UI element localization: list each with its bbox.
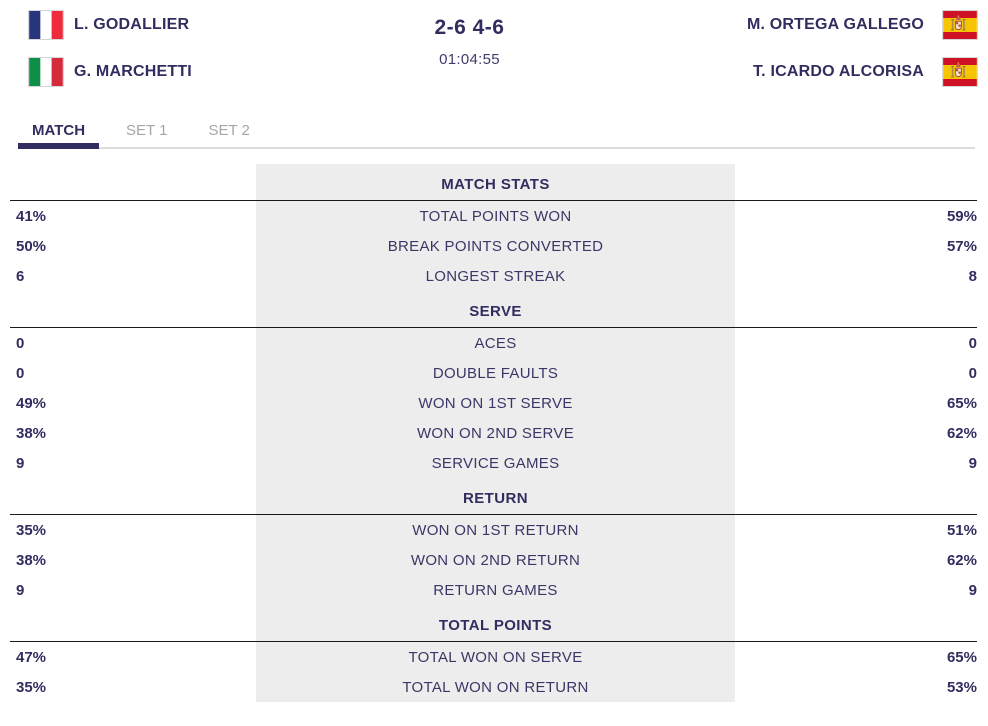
section-title: SERVE: [256, 291, 735, 327]
stat-value-left: 0: [16, 364, 25, 382]
stat-value-right: 65%: [946, 394, 977, 412]
section-title: MATCH STATS: [256, 164, 735, 200]
section-header-spacer: [735, 478, 977, 514]
player-name: M. ORTEGA GALLEGO: [746, 16, 924, 33]
stats-tabs: MATCH SET 1 SET 2: [18, 114, 975, 149]
tab-set-1[interactable]: SET 1: [126, 122, 168, 139]
section-title: TOTAL POINTS: [256, 605, 735, 641]
stat-value-right: 9: [968, 581, 977, 599]
player-name: L. GODALLIER: [74, 16, 190, 33]
stat-value-right: 62%: [946, 551, 977, 569]
section-title: RETURN: [256, 478, 735, 514]
stat-label: WON ON 1ST SERVE: [256, 388, 735, 418]
stat-value-right: 0: [968, 334, 977, 352]
stat-row: 47% TOTAL WON ON SERVE 65%: [10, 642, 977, 672]
player-row: L. GODALLIER: [28, 10, 192, 40]
stat-value-left: 41%: [16, 207, 47, 225]
section-header: TOTAL POINTS: [10, 605, 977, 642]
stat-label: ACES: [256, 328, 735, 358]
stat-label: TOTAL WON ON RETURN: [256, 672, 735, 702]
stat-row: 49% WON ON 1ST SERVE 65%: [10, 388, 977, 418]
stat-label: WON ON 2ND SERVE: [256, 418, 735, 448]
stat-label: WON ON 1ST RETURN: [256, 515, 735, 545]
section-header-spacer: [735, 164, 977, 200]
stat-row: 0 DOUBLE FAULTS 0: [10, 358, 977, 388]
team-right: M. ORTEGA GALLEGO T. ICARDO ALCORISA: [747, 10, 978, 87]
stat-row: 35% TOTAL WON ON RETURN 53%: [10, 672, 977, 702]
stat-label: DOUBLE FAULTS: [256, 358, 735, 388]
tab-match[interactable]: MATCH: [18, 114, 100, 149]
flag-spain-icon: [942, 10, 978, 40]
tab-set-2[interactable]: SET 2: [208, 122, 250, 139]
stat-label: SERVICE GAMES: [256, 448, 735, 478]
stat-value-left: 38%: [16, 551, 47, 569]
stat-label: LONGEST STREAK: [256, 261, 735, 291]
section-header-spacer: [735, 605, 977, 641]
stat-label: WON ON 2ND RETURN: [256, 545, 735, 575]
stat-value-right: 57%: [946, 237, 977, 255]
stat-value-left: 38%: [16, 424, 47, 442]
stat-row: 38% WON ON 2ND SERVE 62%: [10, 418, 977, 448]
stat-value-right: 51%: [946, 521, 977, 539]
stat-row: 35% WON ON 1ST RETURN 51%: [10, 515, 977, 545]
stat-value-right: 8: [968, 267, 977, 285]
section-header: MATCH STATS: [10, 164, 977, 201]
player-row: G. MARCHETTI: [28, 57, 192, 87]
stat-value-right: 9: [968, 454, 977, 472]
section-header-spacer: [10, 478, 256, 514]
player-row: T. ICARDO ALCORISA: [747, 57, 978, 87]
flag-spain-icon: [942, 57, 978, 87]
stat-label: TOTAL WON ON SERVE: [256, 642, 735, 672]
stats-table: MATCH STATS 41% TOTAL POINTS WON 59% 50% BREA…: [10, 164, 977, 702]
stat-value-left: 6: [16, 267, 25, 285]
section-header-spacer: [10, 605, 256, 641]
stat-row: 50% BREAK POINTS CONVERTED 57%: [10, 231, 977, 261]
section-header-spacer: [10, 164, 256, 200]
scoreboard-header: L. GODALLIER G. MARCHETTI 2-6 4-6 01:04:5…: [0, 0, 988, 110]
stat-value-left: 49%: [16, 394, 47, 412]
section-header: RETURN: [10, 478, 977, 515]
section-header-spacer: [735, 291, 977, 327]
score-block: 2-6 4-6 01:04:55: [434, 10, 504, 68]
stat-label: RETURN GAMES: [256, 575, 735, 605]
player-name: G. MARCHETTI: [74, 63, 192, 80]
stat-row: 9 SERVICE GAMES 9: [10, 448, 977, 478]
stat-value-right: 0: [968, 364, 977, 382]
stat-value-left: 50%: [16, 237, 47, 255]
player-row: M. ORTEGA GALLEGO: [747, 10, 978, 40]
match-duration: 01:04:55: [439, 51, 500, 68]
stat-row: 41% TOTAL POINTS WON 59%: [10, 201, 977, 231]
section-header: SERVE: [10, 291, 977, 328]
player-name: T. ICARDO ALCORISA: [752, 63, 924, 80]
stat-label: BREAK POINTS CONVERTED: [256, 231, 735, 261]
flag-france-icon: [28, 10, 64, 40]
stat-value-left: 0: [16, 334, 25, 352]
stat-row: 0 ACES 0: [10, 328, 977, 358]
stat-value-left: 9: [16, 454, 25, 472]
stat-value-right: 59%: [946, 207, 977, 225]
stat-value-left: 47%: [16, 648, 47, 666]
stat-row: 6 LONGEST STREAK 8: [10, 261, 977, 291]
flag-italy-icon: [28, 57, 64, 87]
stat-row: 9 RETURN GAMES 9: [10, 575, 977, 605]
stat-value-left: 35%: [16, 678, 47, 696]
stat-label: TOTAL POINTS WON: [256, 201, 735, 231]
team-left: L. GODALLIER G. MARCHETTI: [28, 10, 192, 87]
stat-value-right: 62%: [946, 424, 977, 442]
stat-row: 38% WON ON 2ND RETURN 62%: [10, 545, 977, 575]
stat-value-left: 35%: [16, 521, 47, 539]
stat-value-right: 53%: [946, 678, 977, 696]
section-header-spacer: [10, 291, 256, 327]
stat-value-left: 9: [16, 581, 25, 599]
match-score: 2-6 4-6: [434, 16, 505, 39]
stat-value-right: 65%: [946, 648, 977, 666]
